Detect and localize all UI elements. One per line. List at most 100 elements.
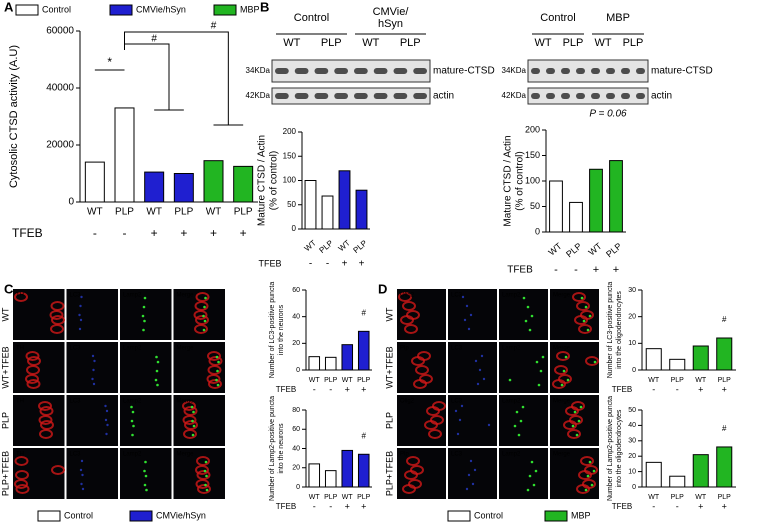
puncta — [130, 405, 133, 409]
bar — [304, 180, 317, 230]
row-value: + — [613, 264, 619, 276]
puncta — [539, 369, 543, 373]
micrograph — [66, 448, 118, 499]
legend-label: MBP — [571, 510, 591, 520]
x-tick-label: WT — [695, 494, 707, 501]
micrograph — [448, 448, 497, 499]
group-label: CMVie/ — [373, 6, 410, 18]
annotation: # — [151, 34, 157, 45]
puncta — [480, 354, 484, 358]
puncta — [104, 404, 107, 408]
x-tick-label: PLP — [564, 241, 583, 260]
row-label: TFEB — [258, 258, 281, 268]
puncta — [191, 419, 194, 423]
cell — [430, 415, 444, 425]
cell — [15, 484, 30, 494]
row-label: PLP+TFEB — [384, 451, 394, 496]
bar — [669, 358, 686, 371]
puncta — [515, 410, 519, 414]
cell — [417, 351, 431, 361]
cell — [196, 456, 210, 466]
row-value: - — [313, 501, 316, 511]
puncta — [81, 487, 85, 491]
y-axis-label: into the neurons — [278, 304, 285, 355]
puncta — [93, 359, 96, 363]
x-tick-label: PLP — [115, 207, 134, 218]
band — [275, 68, 289, 74]
legend-swatch — [447, 510, 471, 522]
band-name: actin — [651, 91, 672, 102]
channel-label: Merge — [553, 399, 571, 405]
x-tick-label: PLP — [357, 377, 371, 384]
row-label: WT — [0, 307, 10, 321]
puncta — [91, 377, 94, 381]
row-value: + — [345, 384, 350, 394]
y-tick-label: 150 — [525, 150, 540, 160]
bar — [716, 337, 733, 371]
band — [373, 93, 388, 99]
cell — [580, 456, 594, 466]
channel-label: LC3 — [70, 293, 82, 299]
channel-label: Olig2 — [400, 293, 415, 299]
cell — [415, 365, 429, 375]
cell — [194, 324, 208, 334]
bar — [321, 195, 334, 230]
bar — [341, 449, 354, 488]
row-value: + — [698, 501, 703, 511]
row-value: + — [342, 259, 348, 270]
y-tick-label: 20 — [628, 314, 636, 321]
band — [531, 93, 540, 99]
puncta — [579, 405, 583, 409]
band — [561, 93, 570, 99]
puncta — [205, 488, 209, 492]
puncta — [92, 382, 96, 386]
puncta — [456, 432, 460, 436]
y-tick-label: 60 — [292, 287, 300, 294]
puncta — [92, 368, 95, 372]
cell — [556, 351, 570, 361]
annotation: # — [211, 21, 217, 32]
cell — [26, 365, 40, 375]
row-value: - — [313, 384, 316, 394]
y-axis-label: into the oligodendrocytes — [616, 409, 623, 487]
bar — [357, 330, 370, 371]
annotation: # — [722, 315, 727, 324]
x-tick-label: WT — [206, 207, 222, 218]
micrograph — [499, 448, 548, 499]
lane-label: WT — [362, 37, 379, 49]
puncta — [592, 469, 596, 473]
band — [546, 93, 555, 99]
cell — [184, 420, 198, 430]
puncta — [104, 418, 108, 422]
bracket — [124, 31, 244, 126]
y-tick-label: 20 — [292, 340, 300, 347]
y-tick-label: 50 — [530, 201, 540, 211]
bar — [716, 446, 733, 488]
lane-label: PLP — [400, 37, 421, 49]
row-label: PLP+TFEB — [0, 451, 10, 496]
puncta — [478, 368, 482, 372]
cell — [408, 479, 422, 489]
cell — [183, 406, 198, 416]
puncta — [461, 295, 465, 299]
y-tick-label: 100 — [525, 175, 540, 185]
cell — [406, 456, 420, 466]
x-tick-label: PLP — [324, 494, 338, 501]
channel-label: TH — [16, 346, 24, 352]
x-tick-label: PLP — [352, 238, 369, 255]
puncta — [143, 296, 147, 300]
x-tick-label: WT — [309, 494, 321, 501]
row-value: + — [210, 226, 217, 240]
annotation: # — [722, 424, 727, 433]
y-axis-label: Number of Lamp2-positive puncta — [269, 396, 276, 501]
channel-label: Lamp2 — [502, 293, 521, 299]
row-value: - — [554, 264, 558, 276]
panel-label: D — [378, 281, 387, 296]
puncta — [530, 314, 534, 318]
cell — [206, 374, 221, 384]
cell — [404, 324, 418, 334]
legend-label: Control — [64, 510, 93, 520]
puncta — [192, 410, 195, 414]
band-size: 42KDa — [246, 91, 271, 100]
puncta — [144, 474, 148, 478]
